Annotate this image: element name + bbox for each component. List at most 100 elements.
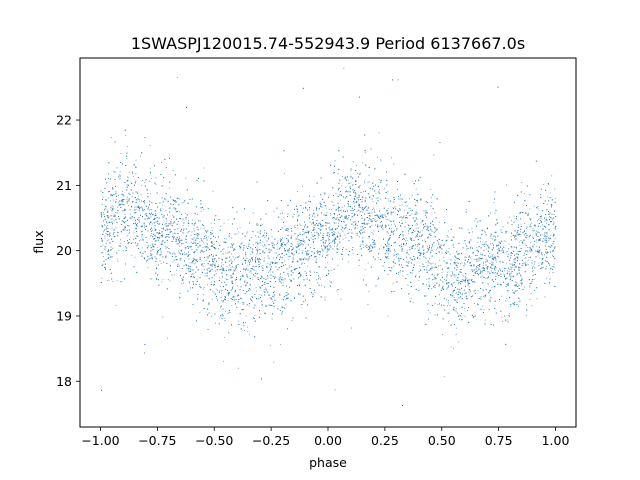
data-point xyxy=(126,158,128,159)
data-point xyxy=(232,256,234,258)
data-point xyxy=(204,237,206,239)
data-point xyxy=(509,276,511,277)
data-point xyxy=(362,211,364,213)
data-point xyxy=(245,268,247,270)
data-point xyxy=(289,279,291,280)
data-point xyxy=(492,259,494,261)
data-point xyxy=(132,176,134,177)
data-point xyxy=(269,295,270,297)
data-point xyxy=(227,279,229,280)
data-point xyxy=(531,260,533,262)
data-point xyxy=(406,239,408,241)
data-point xyxy=(142,180,144,181)
data-point xyxy=(408,198,410,200)
data-point xyxy=(118,195,119,196)
data-point xyxy=(440,264,442,266)
data-point xyxy=(530,218,532,220)
data-point xyxy=(510,252,512,254)
data-point xyxy=(254,266,256,268)
data-point xyxy=(270,278,272,279)
data-point xyxy=(405,221,407,223)
data-point xyxy=(405,244,407,246)
data-point xyxy=(514,284,516,286)
data-point xyxy=(199,241,201,243)
data-point xyxy=(493,235,495,237)
data-point xyxy=(259,261,261,263)
data-point xyxy=(212,190,214,192)
data-point xyxy=(285,244,287,246)
data-point xyxy=(352,232,354,234)
data-point xyxy=(436,273,438,275)
data-point xyxy=(408,207,410,209)
data-point xyxy=(119,242,121,244)
data-point xyxy=(126,184,128,186)
data-point xyxy=(287,258,289,260)
data-point xyxy=(113,194,115,195)
data-point xyxy=(326,233,328,235)
data-point xyxy=(514,291,516,293)
data-point xyxy=(259,262,261,264)
data-point xyxy=(135,159,137,161)
data-point xyxy=(530,293,532,295)
data-point xyxy=(375,193,377,195)
data-point xyxy=(108,234,110,235)
data-point xyxy=(418,227,419,229)
data-point xyxy=(108,239,110,241)
data-point xyxy=(159,229,160,231)
data-point xyxy=(135,173,137,174)
data-point xyxy=(211,316,213,317)
data-point xyxy=(269,297,271,299)
data-point xyxy=(113,233,114,235)
data-point xyxy=(533,279,535,280)
data-point xyxy=(431,202,433,203)
data-point xyxy=(310,271,312,273)
data-point xyxy=(388,232,390,234)
data-point xyxy=(267,263,269,265)
data-point xyxy=(511,220,512,222)
data-point xyxy=(465,209,467,210)
data-point xyxy=(403,215,405,217)
data-point xyxy=(336,209,338,211)
data-point xyxy=(372,209,373,210)
data-point xyxy=(256,224,258,226)
data-point xyxy=(150,220,152,222)
data-point xyxy=(175,238,177,240)
data-point xyxy=(142,208,143,210)
data-point xyxy=(354,228,356,230)
data-point xyxy=(279,293,280,295)
data-point xyxy=(135,206,137,208)
data-point xyxy=(118,205,120,207)
data-point xyxy=(199,312,201,314)
data-point xyxy=(172,223,174,225)
data-point xyxy=(444,244,445,246)
data-point xyxy=(251,237,253,238)
data-point xyxy=(247,231,249,233)
data-point xyxy=(524,223,526,224)
data-point xyxy=(400,220,402,222)
data-point xyxy=(400,247,402,249)
data-point xyxy=(330,242,332,243)
data-point xyxy=(200,238,202,239)
data-point xyxy=(511,267,513,269)
data-point xyxy=(353,224,355,226)
data-point xyxy=(549,216,550,218)
data-point xyxy=(505,300,506,302)
data-point xyxy=(103,212,104,214)
data-point xyxy=(177,221,179,222)
data-point xyxy=(232,285,234,287)
data-point xyxy=(360,244,362,246)
data-point xyxy=(508,243,510,245)
data-point xyxy=(421,230,423,232)
data-point xyxy=(464,315,466,317)
data-point xyxy=(287,249,289,251)
data-point xyxy=(279,277,281,279)
data-point xyxy=(303,257,305,259)
data-point xyxy=(195,222,197,224)
data-point xyxy=(521,279,523,281)
data-point xyxy=(294,225,296,227)
data-point xyxy=(423,225,425,227)
data-point xyxy=(484,319,486,321)
data-point xyxy=(449,305,451,307)
data-point xyxy=(350,176,352,178)
data-point xyxy=(327,253,329,255)
